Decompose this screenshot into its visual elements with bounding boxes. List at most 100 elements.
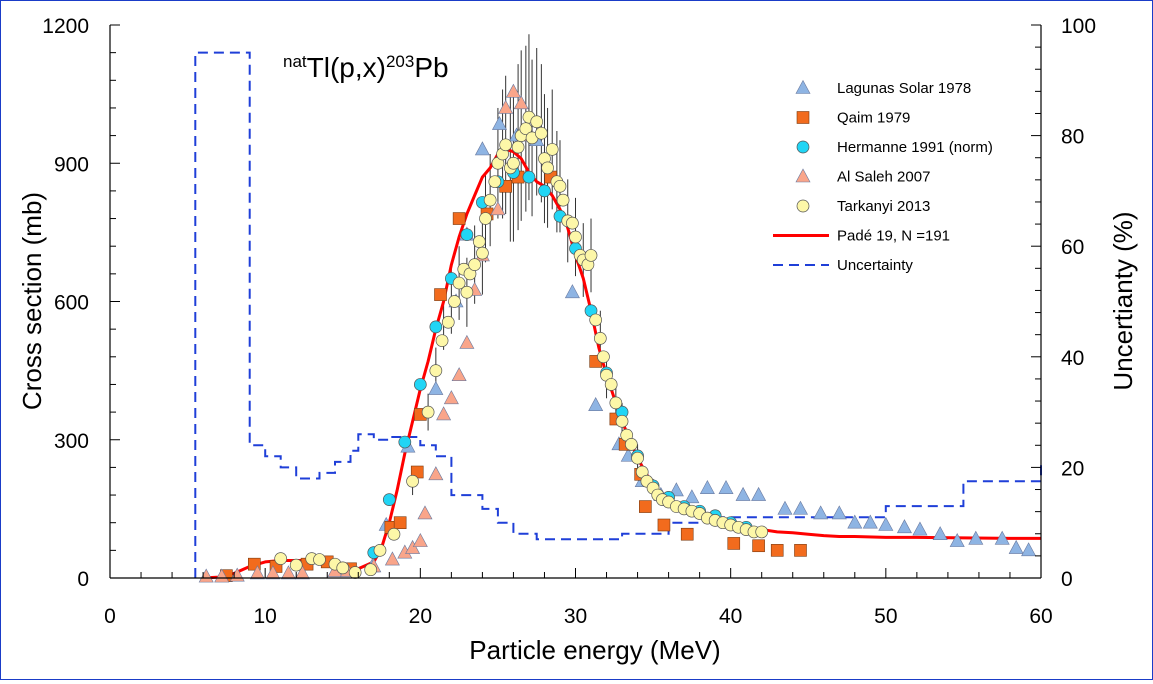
hermanne-point [538, 184, 551, 198]
hermanne-point [429, 320, 443, 334]
lagunas-point [474, 141, 490, 156]
alsaleh-point [443, 390, 459, 405]
tarkanyi-point [625, 438, 638, 451]
x-tick-label: 30 [564, 605, 587, 628]
y2-tick-label: 60 [1061, 236, 1084, 259]
x-axis-title: Particle energy (MeV) [469, 635, 720, 665]
y-tick-label: 1200 [42, 15, 89, 38]
tarkanyi-point [541, 161, 554, 175]
alsaleh-point [505, 83, 521, 98]
tarkanyi-point [511, 140, 525, 154]
qaim-point [452, 212, 466, 225]
y2-tick-label: 0 [1061, 568, 1073, 591]
legend-marker-alsaleh [795, 168, 811, 183]
alsaleh-point [436, 406, 452, 421]
lagunas-point [994, 530, 1010, 545]
tarkanyi-point [584, 249, 598, 262]
tarkanyi-point [429, 364, 443, 377]
tarkanyi-point [499, 138, 513, 152]
y2-tick-label: 100 [1061, 15, 1096, 38]
tarkanyi-point [448, 295, 461, 308]
tarkanyi-point [476, 246, 489, 260]
tarkanyi-point [488, 175, 502, 189]
series-lagunas [364, 115, 1037, 573]
hermanne-point [460, 228, 474, 242]
alsaleh-point [214, 568, 230, 583]
hermanne-point [522, 170, 536, 184]
legend-label-fit: Padé 19, N =191 [837, 228, 950, 245]
qaim-point [770, 544, 784, 557]
alsaleh-point [498, 99, 514, 114]
alsaleh-point [412, 533, 428, 547]
y2-tick-label: 40 [1061, 347, 1084, 370]
title-main-product: Pb [414, 52, 448, 83]
tarkanyi-point [530, 115, 544, 129]
tarkanyi-point [609, 396, 623, 410]
lagunas-point [684, 489, 700, 504]
qaim-point [794, 544, 807, 557]
legend-marker-tarkanyi [796, 199, 810, 213]
qaim-point [639, 500, 652, 513]
tarkanyi-point [472, 235, 486, 248]
tarkanyi-point [406, 474, 419, 488]
legend-label-alsaleh: Al Saleh 2007 [837, 169, 930, 186]
tarkanyi-point [553, 179, 567, 193]
x-tick-label: 20 [409, 605, 432, 628]
lagunas-point [1008, 539, 1024, 554]
x-tick-label: 10 [253, 605, 276, 628]
tarkanyi-point [593, 332, 607, 345]
x-tick-label: 0 [104, 605, 116, 628]
lagunas-point [1021, 542, 1037, 557]
lagunas-point [831, 505, 847, 520]
qaim-point [434, 288, 447, 301]
lagunas-point [777, 500, 793, 515]
alsaleh-point [384, 551, 400, 566]
alsaleh-point [490, 201, 506, 216]
title-main-reaction: Tl(p,x) [307, 52, 386, 83]
lagunas-point [968, 530, 984, 545]
x-tick-label: 40 [719, 605, 742, 628]
tarkanyi-point [631, 451, 644, 465]
alsaleh-point [280, 565, 296, 580]
y-tick-label: 300 [54, 430, 89, 453]
tarkanyi-point [483, 193, 497, 207]
uncertainty-line [194, 51, 1042, 578]
qaim-point [680, 527, 694, 541]
alsaleh-point [405, 539, 421, 554]
lagunas-point [878, 516, 894, 531]
qaim-point [752, 539, 765, 553]
y-tick-label: 0 [77, 568, 89, 591]
legend-label-tarkanyi: Tarkanyi 2013 [837, 198, 930, 215]
tarkanyi-point [535, 126, 548, 140]
lagunas-point [735, 486, 751, 501]
tarkanyi-point [373, 543, 387, 557]
lagunas-point [588, 397, 604, 411]
tarkanyi-point [452, 276, 466, 290]
tarkanyi-point [604, 378, 618, 391]
tarkanyi-point [615, 414, 629, 428]
title-sup-mass: 203 [386, 52, 414, 71]
lagunas-point [428, 380, 444, 395]
y2-tick-label: 20 [1061, 457, 1084, 480]
lagunas-point [564, 284, 580, 299]
tarkanyi-point [387, 527, 401, 541]
legend-marker-lagunas [795, 79, 811, 94]
alsaleh-point [428, 466, 444, 481]
alsaleh-point [198, 568, 214, 583]
tarkanyi-point [274, 552, 288, 565]
tarkanyi-point [289, 558, 303, 572]
tarkanyi-point [348, 566, 362, 579]
x-tick-label: 60 [1029, 605, 1052, 628]
tarkanyi-point [435, 334, 449, 348]
alsaleh-point [451, 367, 467, 382]
tarkanyi-point [468, 258, 481, 271]
qaim-point [393, 516, 407, 530]
x-tick-label: 50 [874, 605, 897, 628]
legend-label-lagunas: Lagunas Solar 1978 [837, 80, 971, 97]
series-alsaleh [198, 83, 537, 583]
series-tarkanyi [274, 110, 769, 579]
tarkanyi-point [507, 156, 520, 170]
y2-axis-title: Uncertianty (%) [1108, 211, 1138, 390]
qaim-point [657, 518, 671, 532]
